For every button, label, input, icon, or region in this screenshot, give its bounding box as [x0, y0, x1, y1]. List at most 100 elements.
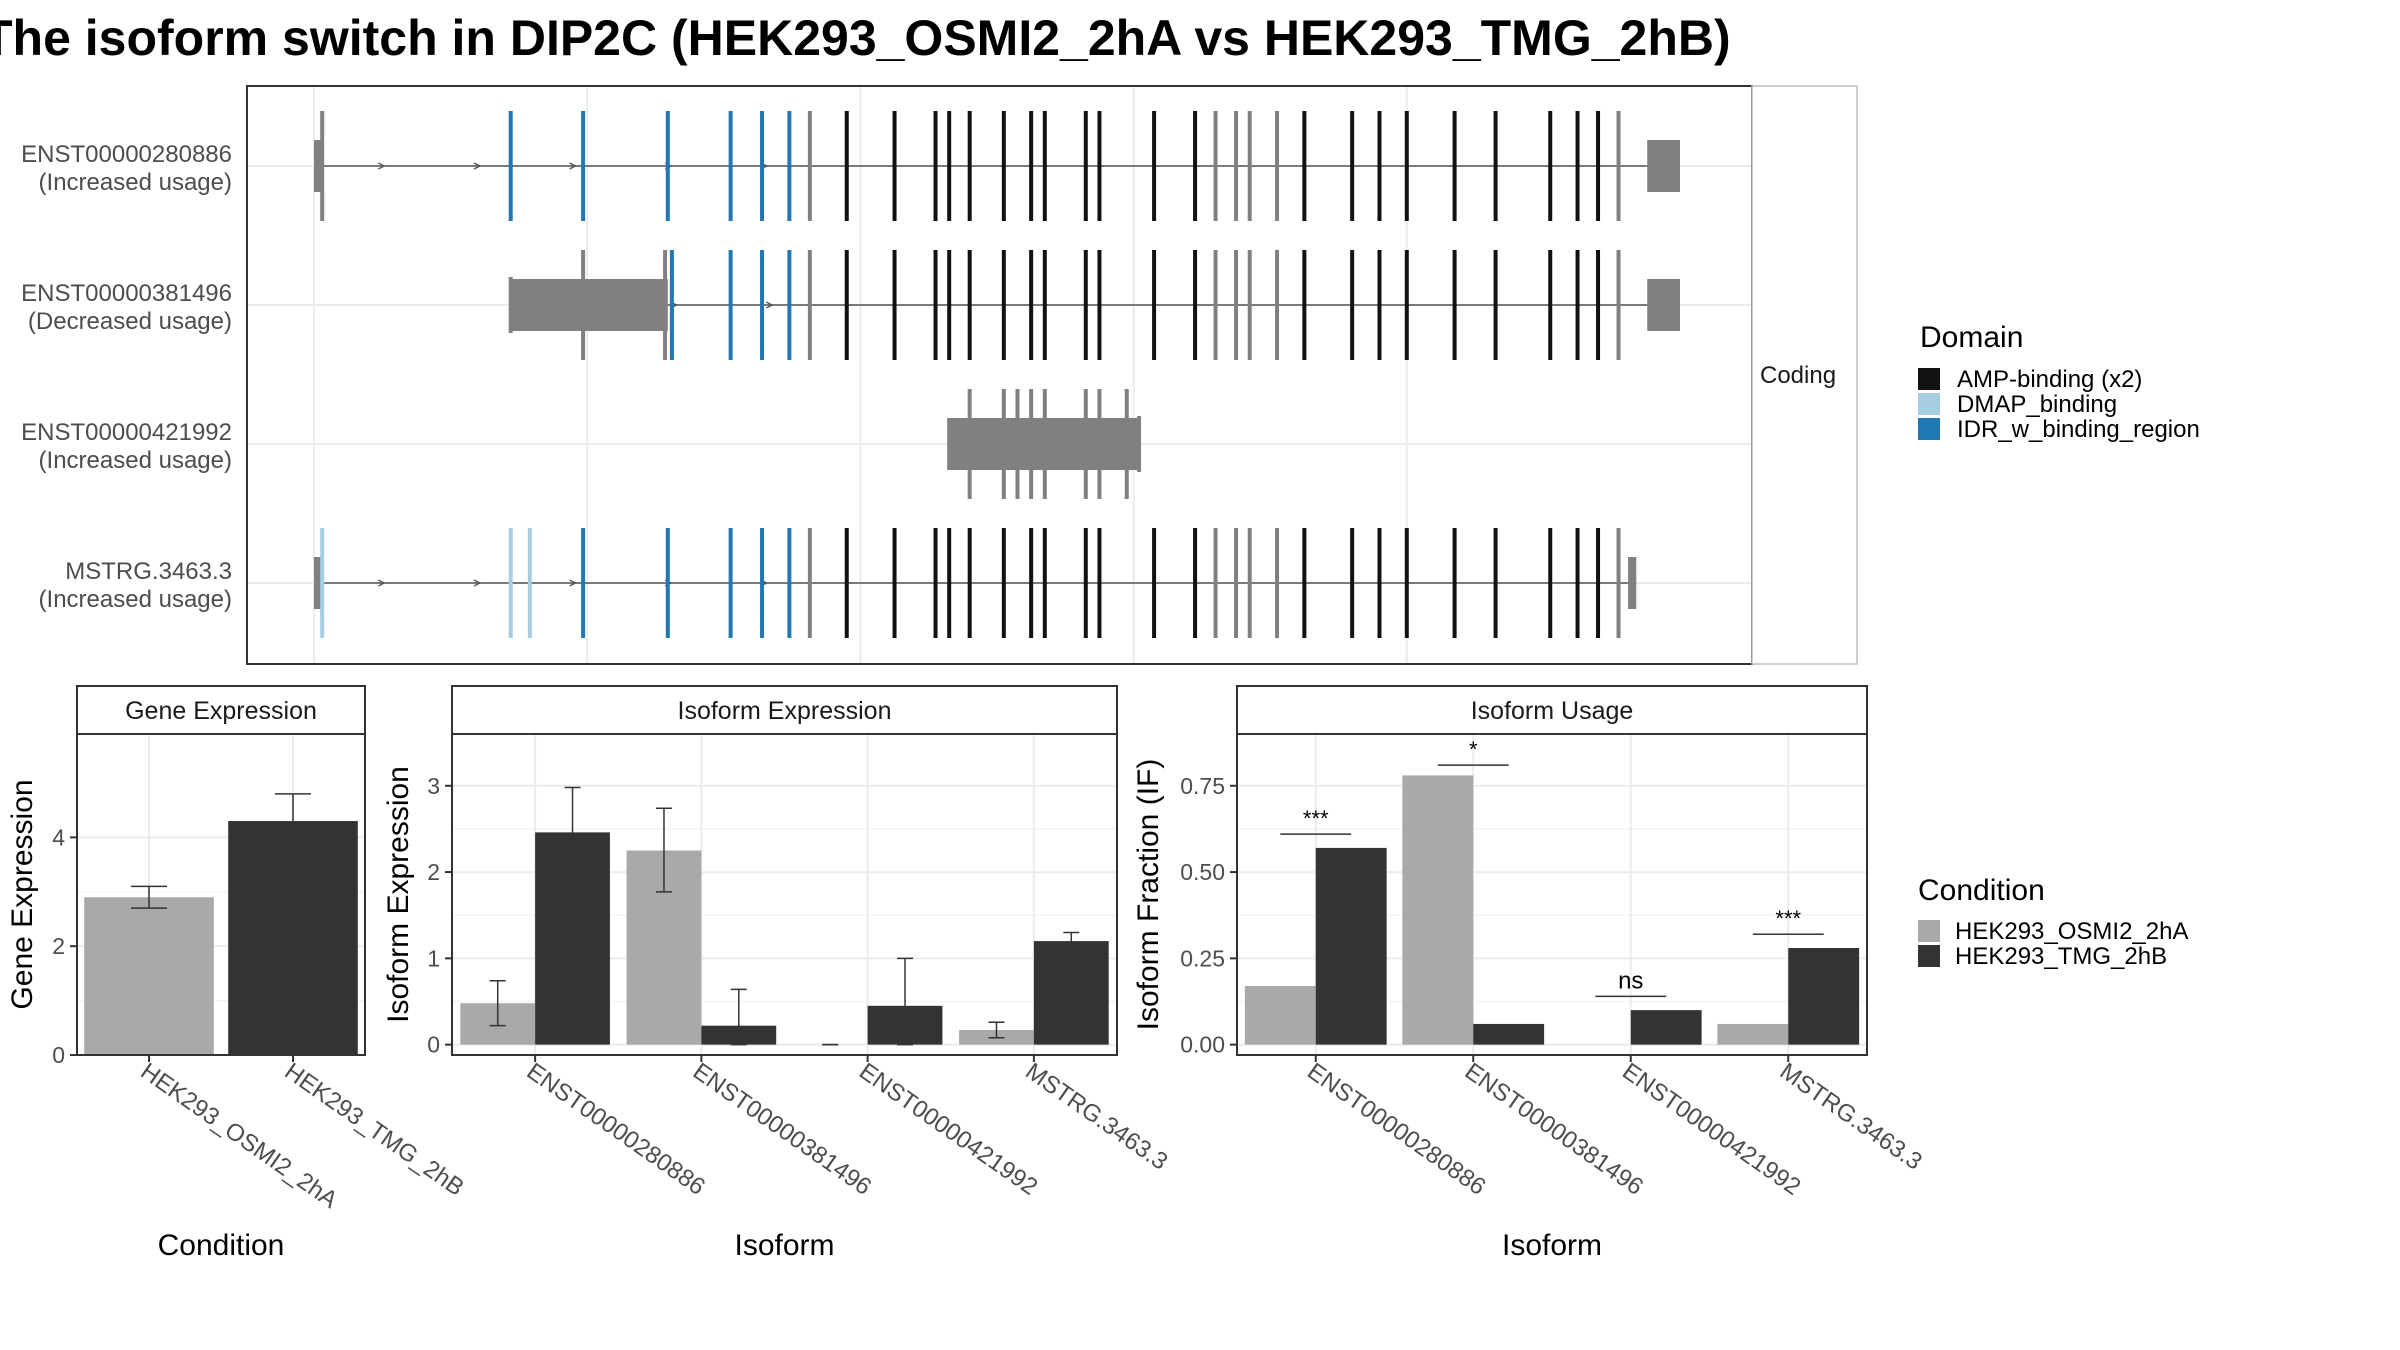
condition-legend-label: HEK293_OSMI2_2hA — [1955, 918, 2188, 945]
exon-idr — [760, 111, 765, 221]
exon-idr — [665, 528, 670, 638]
exon-amp — [1001, 528, 1006, 638]
significance-label: *** — [1303, 806, 1329, 831]
exon-amp — [1097, 528, 1102, 638]
structure-panel: Coding ENST00000280886(Increased usage)E… — [21, 85, 1858, 665]
exon-amp — [892, 250, 897, 360]
y-tick-label: 1 — [427, 945, 440, 971]
y-axis-title: Isoform Expression — [382, 766, 415, 1023]
exon-idr — [787, 250, 792, 360]
exon-idr — [760, 528, 765, 638]
exon-grey — [320, 111, 325, 221]
exon-amp — [1152, 250, 1157, 360]
exon-grey — [807, 250, 812, 360]
exon-amp — [1193, 528, 1198, 638]
strip-box — [76, 685, 366, 735]
exon-grey — [1042, 389, 1047, 499]
y-tick-label: 4 — [52, 824, 65, 850]
exon-amp — [967, 528, 972, 638]
exon-amp — [1097, 111, 1102, 221]
exon-amp — [1029, 250, 1034, 360]
exon-amp — [1042, 250, 1047, 360]
exon-amp — [1083, 528, 1088, 638]
y-tick-label: 0 — [52, 1042, 65, 1068]
exon-grey — [1275, 250, 1280, 360]
utr-box — [1647, 279, 1680, 331]
transcript-track — [508, 250, 1680, 360]
utr-box — [1647, 140, 1680, 192]
exon-grey — [1616, 528, 1621, 638]
bar — [1717, 1023, 1789, 1045]
domain-legend-label: DMAP_binding — [1957, 391, 2117, 418]
exon-amp — [1152, 111, 1157, 221]
x-tick-label: MSTRG.3463.3 — [1020, 1058, 1172, 1176]
exon-idr — [665, 111, 670, 221]
exon-amp — [933, 111, 938, 221]
domain-legend-key — [1918, 368, 1940, 390]
exon-grey — [663, 250, 668, 360]
exon-amp — [1404, 111, 1409, 221]
exon-amp — [947, 528, 952, 638]
y-tick-label: 0.25 — [1180, 945, 1225, 971]
exon-amp — [1042, 528, 1047, 638]
domain-legend-label: AMP-binding (x2) — [1957, 366, 2142, 393]
bar — [1315, 847, 1387, 1045]
exon-idr — [760, 250, 765, 360]
exon-amp — [1452, 111, 1457, 221]
significance-label: ns — [1618, 967, 1643, 994]
exon-grey — [1124, 389, 1129, 499]
condition-legend-key — [1918, 920, 1940, 942]
exon-amp — [1377, 111, 1382, 221]
domain-legend-key — [1918, 418, 1940, 440]
transcript-id-label: ENST00000381496 — [21, 280, 232, 307]
exon-amp — [1548, 528, 1553, 638]
bar — [1473, 1023, 1545, 1045]
exon-grey — [1015, 389, 1020, 499]
x-axis-title: Isoform — [734, 1229, 834, 1262]
exon-grey — [1616, 111, 1621, 221]
exon-grey — [1247, 528, 1252, 638]
exon-grey — [1213, 528, 1218, 638]
exon-grey — [1247, 250, 1252, 360]
exon-grey — [508, 277, 513, 333]
exon-grey — [581, 250, 586, 360]
structure-strip-label: Coding — [1760, 362, 1836, 389]
utr-box — [1628, 557, 1637, 609]
exon-amp — [844, 111, 849, 221]
exon-amp — [1404, 250, 1409, 360]
transcript-usage-label: (Decreased usage) — [28, 308, 232, 335]
exon-grey — [1213, 250, 1218, 360]
bar — [1630, 1010, 1702, 1045]
x-tick-label: MSTRG.3463.3 — [1775, 1058, 1927, 1176]
exon-amp — [1350, 250, 1355, 360]
exon-amp — [947, 111, 952, 221]
exon-amp — [1493, 528, 1498, 638]
exon-grey — [1083, 389, 1088, 499]
exon-grey — [1001, 389, 1006, 499]
exon-amp — [892, 528, 897, 638]
exon-amp — [1097, 250, 1102, 360]
y-tick-label: 0.00 — [1180, 1032, 1225, 1058]
exon-idr — [787, 111, 792, 221]
exon-grey — [1137, 416, 1142, 472]
utr-box — [314, 557, 323, 609]
exon-dmap — [508, 528, 513, 638]
domain-legend: Domain AMP-binding (x2)DMAP_bindingIDR_w… — [1918, 321, 2200, 443]
domain-legend-key — [1918, 393, 1940, 415]
exon-amp — [1083, 111, 1088, 221]
bar — [1244, 985, 1316, 1045]
transcript-track — [314, 528, 1637, 638]
exon-dmap — [527, 528, 532, 638]
structure-plot-bg — [246, 85, 1753, 665]
exon-amp — [1193, 111, 1198, 221]
exon-dmap — [320, 528, 325, 638]
transcript-id-label: MSTRG.3463.3 — [65, 558, 232, 585]
transcript-id-label: ENST00000421992 — [21, 419, 232, 446]
exon-amp — [844, 528, 849, 638]
exon-grey — [1247, 111, 1252, 221]
exon-amp — [1404, 528, 1409, 638]
exon-amp — [933, 528, 938, 638]
condition-legend-label: HEK293_TMG_2hB — [1955, 943, 2167, 970]
exon-grey — [1097, 389, 1102, 499]
